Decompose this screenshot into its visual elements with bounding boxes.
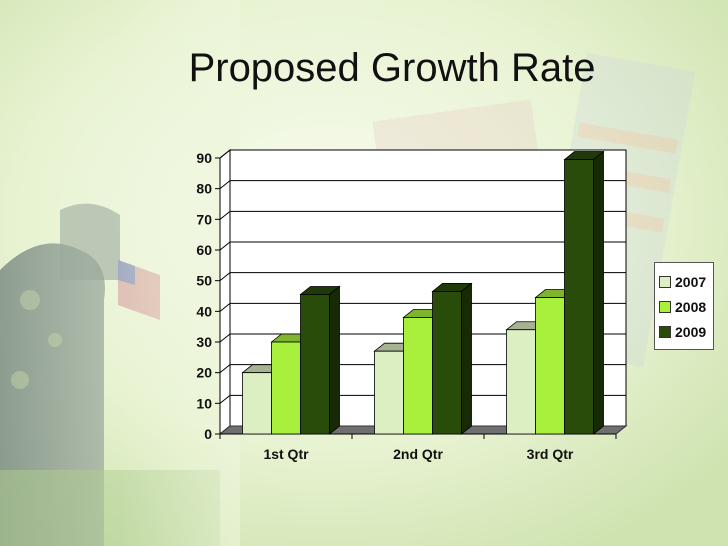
- bar-side: [593, 150, 604, 435]
- x-tick-label: 1st Qtr: [263, 446, 309, 462]
- x-tick-label: 2nd Qtr: [393, 446, 443, 462]
- y-tick-label: 80: [196, 181, 212, 197]
- gridline-side: [219, 394, 231, 404]
- gridline-side: [219, 241, 231, 251]
- bar: [563, 150, 605, 435]
- tick-labels: 0 10 20 30 40 50 60 70 80 90 1st Qtr 2nd Qtr 3rd Qtr: [196, 150, 573, 462]
- gridline-side: [219, 364, 231, 374]
- y-tick-label: 10: [196, 395, 212, 411]
- y-tick-label: 90: [196, 150, 212, 166]
- legend-swatch: [659, 325, 671, 338]
- legend-swatch: [659, 275, 671, 288]
- bar: [299, 285, 341, 435]
- y-tick-label: 50: [196, 273, 212, 289]
- legend-item: 2007: [659, 269, 709, 294]
- y-tick-label: 20: [196, 365, 212, 381]
- bar-front: [564, 159, 594, 435]
- legend-item: 2009: [659, 319, 709, 344]
- y-tick-label: 60: [196, 242, 212, 258]
- legend-label: 2008: [675, 298, 707, 315]
- legend-label: 2009: [675, 323, 707, 340]
- gridline-side: [219, 210, 231, 220]
- bar-front: [271, 341, 301, 435]
- gridline-side: [219, 333, 231, 343]
- y-tick-label: 70: [196, 211, 212, 227]
- x-tick-label: 3rd Qtr: [527, 446, 574, 462]
- bar-front: [506, 329, 536, 435]
- plot-side-wall: [219, 148, 231, 436]
- bar-front: [300, 294, 330, 435]
- y-tick-label: 30: [196, 334, 212, 350]
- slide-title: Proposed Growth Rate: [188, 46, 596, 90]
- bars: [241, 150, 605, 435]
- gridline-side: [219, 180, 231, 190]
- gridline-side: [219, 149, 231, 159]
- y-tick-label: 0: [204, 426, 212, 442]
- bar: [431, 282, 473, 435]
- gridline-side: [219, 302, 231, 312]
- bar-front: [403, 317, 433, 435]
- legend-item: 2008: [659, 294, 709, 319]
- y-tick-label: 40: [196, 303, 212, 319]
- bar-front: [374, 350, 404, 435]
- chart-legend: 2007 2008 2009: [654, 262, 714, 350]
- bar-side: [329, 285, 340, 435]
- bar-front: [432, 290, 462, 435]
- bar-front: [242, 372, 272, 435]
- legend-label: 2007: [675, 273, 707, 290]
- bar-side: [461, 282, 472, 435]
- legend-swatch: [659, 300, 671, 313]
- gridline-side: [219, 272, 231, 282]
- bar-front: [535, 297, 565, 435]
